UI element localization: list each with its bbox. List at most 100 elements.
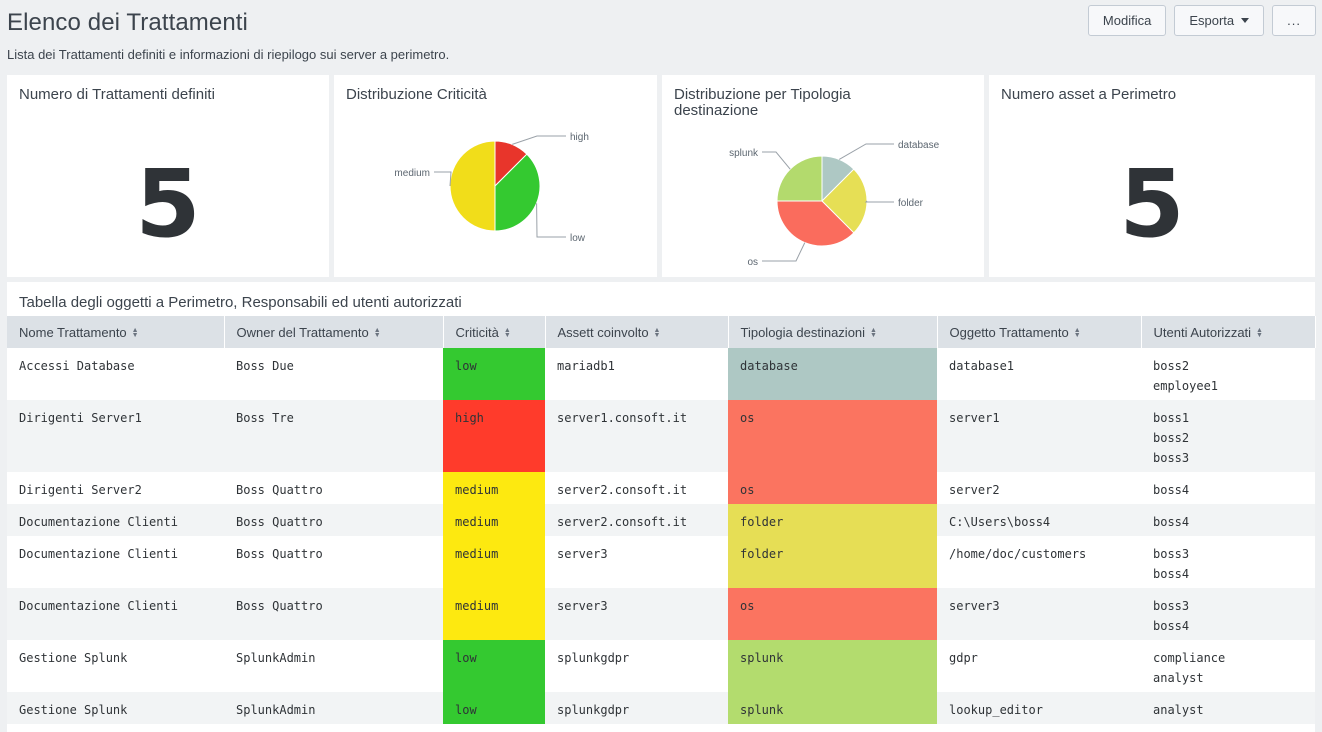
cell-criticality[interactable]: low <box>443 348 545 400</box>
cell-object[interactable]: gdpr <box>937 640 1141 692</box>
cell-criticality[interactable]: high <box>443 400 545 472</box>
column-header-4[interactable]: Tipologia destinazioni ▲ ▼ <box>728 316 938 348</box>
cell-name[interactable]: Accessi Database <box>7 348 224 400</box>
cell-object[interactable]: C:\Users\boss4 <box>937 504 1141 536</box>
pie-label-os: os <box>747 257 758 268</box>
cell-destination[interactable]: folder <box>728 536 937 588</box>
pie-slice-os[interactable] <box>776 200 855 247</box>
table-row[interactable]: Dirigenti Server1 Boss Tre high server1.con… <box>7 400 1315 472</box>
cell-owner[interactable]: Boss Quattro <box>224 536 443 588</box>
table-row[interactable]: Documentazione Clienti Boss Quattro medium… <box>7 504 1315 536</box>
column-header-label: Utenti Autorizzati <box>1153 324 1252 340</box>
cell-users[interactable]: compliance analyst <box>1141 640 1315 692</box>
cell-asset[interactable]: server3 <box>545 536 728 588</box>
cell-object[interactable]: server3 <box>937 588 1141 640</box>
cell-destination[interactable]: folder <box>728 504 937 536</box>
edit-button[interactable]: Modifica <box>1087 5 1167 36</box>
table-row[interactable]: Gestione Splunk SplunkAdmin low splunkgdpr s… <box>7 640 1315 692</box>
cell-owner[interactable]: SplunkAdmin <box>224 692 443 724</box>
cell-criticality[interactable]: low <box>443 692 545 724</box>
table-row[interactable]: Documentazione Clienti Boss Quattro medium… <box>7 536 1315 588</box>
cell-users[interactable]: boss3 boss4 <box>1141 588 1315 640</box>
cell-criticality[interactable]: medium <box>443 588 545 640</box>
cell-owner[interactable]: Boss Tre <box>224 400 443 472</box>
panel-perimeter-table: Tabella degli oggetti a Perimetro, Respo… <box>7 282 1316 732</box>
column-header-2[interactable]: Criticità ▲ ▼ <box>443 316 546 348</box>
cell-owner[interactable]: Boss Quattro <box>224 472 443 504</box>
table-row[interactable]: Gestione Splunk SplunkAdmin low splunkgdpr s… <box>7 692 1315 724</box>
cell-destination[interactable]: os <box>728 472 937 504</box>
panel-criticality-distribution: Distribuzione Criticità high low medium <box>334 75 657 277</box>
table-title: Tabella degli oggetti a Perimetro, Respo… <box>19 294 462 311</box>
pie-leader-high <box>512 135 566 145</box>
pie-slice-splunk[interactable] <box>776 155 823 202</box>
cell-users[interactable]: analyst <box>1141 692 1315 724</box>
authorized-user: analyst <box>1153 703 1204 717</box>
cell-name[interactable]: Gestione Splunk <box>7 692 224 724</box>
cell-name[interactable]: Documentazione Clienti <box>7 504 224 536</box>
column-header-label: Nome Trattamento <box>19 324 127 340</box>
authorized-user: boss4 <box>1153 619 1190 633</box>
cell-destination[interactable]: database <box>728 348 937 400</box>
cell-name[interactable]: Documentazione Clienti <box>7 536 224 588</box>
cell-users[interactable]: boss3 boss4 <box>1141 536 1315 588</box>
table-row[interactable]: Documentazione Clienti Boss Quattro medium… <box>7 588 1315 640</box>
column-header-0[interactable]: Nome Trattamento ▲ ▼ <box>7 316 225 348</box>
pie-leader-database <box>838 143 894 160</box>
cell-destination[interactable]: os <box>728 588 937 640</box>
cell-asset[interactable]: server2.consoft.it <box>545 472 728 504</box>
column-header-5[interactable]: Oggetto Trattamento ▲ ▼ <box>937 316 1142 348</box>
sort-icon: ▲ ▼ <box>870 327 877 340</box>
cell-object[interactable]: lookup_editor <box>937 692 1141 724</box>
cell-asset[interactable]: mariadb1 <box>545 348 728 400</box>
panel-title: Numero di Trattamenti definiti <box>19 86 215 103</box>
export-button-label: Esporta <box>1189 13 1235 28</box>
cell-destination[interactable]: splunk <box>728 640 937 692</box>
authorized-user: boss2 <box>1153 431 1190 445</box>
table-row[interactable]: Dirigenti Server2 Boss Quattro medium serve… <box>7 472 1315 504</box>
cell-destination[interactable]: splunk <box>728 692 937 724</box>
edit-button-label: Modifica <box>1102 13 1152 28</box>
table-row[interactable]: Accessi Database Boss Due low mariadb1 datab… <box>7 348 1315 400</box>
cell-owner[interactable]: Boss Quattro <box>224 504 443 536</box>
cell-criticality[interactable]: medium <box>443 472 545 504</box>
cell-criticality[interactable]: medium <box>443 504 545 536</box>
pie-label-high: high <box>570 132 589 143</box>
cell-asset[interactable]: splunkgdpr <box>545 640 728 692</box>
cell-name[interactable]: Documentazione Clienti <box>7 588 224 640</box>
cell-criticality[interactable]: low <box>443 640 545 692</box>
cell-asset[interactable]: splunkgdpr <box>545 692 728 724</box>
cell-asset[interactable]: server2.consoft.it <box>545 504 728 536</box>
cell-name[interactable]: Gestione Splunk <box>7 640 224 692</box>
column-header-6[interactable]: Utenti Autorizzati ▲ ▼ <box>1141 316 1316 348</box>
more-actions-button[interactable]: ... <box>1272 5 1316 36</box>
pie-chart-destination: database folder os splunk <box>729 140 939 268</box>
cell-object[interactable]: server1 <box>937 400 1141 472</box>
column-header-3[interactable]: Assett coinvolto ▲ ▼ <box>545 316 729 348</box>
cell-object[interactable]: server2 <box>937 472 1141 504</box>
sort-icon: ▲ ▼ <box>653 327 661 340</box>
cell-name[interactable]: Dirigenti Server2 <box>7 472 224 504</box>
cell-object[interactable]: /home/doc/customers <box>937 536 1141 588</box>
cell-users[interactable]: boss1 boss2 boss3 <box>1141 400 1315 472</box>
column-header-label: Oggetto Trattamento <box>949 324 1069 340</box>
cell-asset[interactable]: server3 <box>545 588 728 640</box>
cell-users[interactable]: boss2 employee1 <box>1141 348 1315 400</box>
export-button[interactable]: Esporta <box>1174 5 1265 36</box>
cell-object[interactable]: database1 <box>937 348 1141 400</box>
column-header-1[interactable]: Owner del Trattamento ▲ ▼ <box>224 316 444 348</box>
pie-label-low: low <box>570 233 586 244</box>
page-title: Elenco dei Trattamenti <box>7 9 248 36</box>
cell-asset[interactable]: server1.consoft.it <box>545 400 728 472</box>
cell-owner[interactable]: SplunkAdmin <box>224 640 443 692</box>
cell-destination[interactable]: os <box>728 400 937 472</box>
pie-leader-splunk <box>762 151 791 170</box>
cell-owner[interactable]: Boss Due <box>224 348 443 400</box>
cell-users[interactable]: boss4 <box>1141 504 1315 536</box>
cell-criticality[interactable]: medium <box>443 536 545 588</box>
pie-slice-low[interactable] <box>494 153 541 232</box>
pie-slice-medium[interactable] <box>449 140 496 232</box>
cell-owner[interactable]: Boss Quattro <box>224 588 443 640</box>
cell-name[interactable]: Dirigenti Server1 <box>7 400 224 472</box>
cell-users[interactable]: boss4 <box>1141 472 1315 504</box>
